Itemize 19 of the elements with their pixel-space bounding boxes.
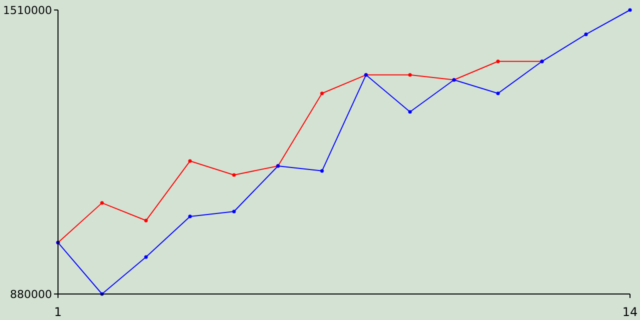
point bbox=[144, 218, 148, 222]
point bbox=[144, 255, 148, 259]
point bbox=[320, 169, 324, 173]
point bbox=[628, 8, 632, 12]
y-tick-label: 880000 bbox=[10, 288, 52, 301]
point bbox=[408, 73, 412, 77]
point bbox=[188, 159, 192, 163]
point bbox=[232, 210, 236, 214]
x-tick-label: 1 bbox=[54, 305, 62, 319]
point bbox=[496, 60, 500, 64]
y-tick-label: 1510000 bbox=[3, 4, 52, 17]
x-tick-label: 14 bbox=[622, 305, 638, 319]
point bbox=[584, 32, 588, 36]
point bbox=[408, 110, 412, 114]
point bbox=[320, 92, 324, 96]
point bbox=[100, 201, 104, 205]
point bbox=[188, 214, 192, 218]
point bbox=[496, 92, 500, 96]
point bbox=[232, 173, 236, 177]
